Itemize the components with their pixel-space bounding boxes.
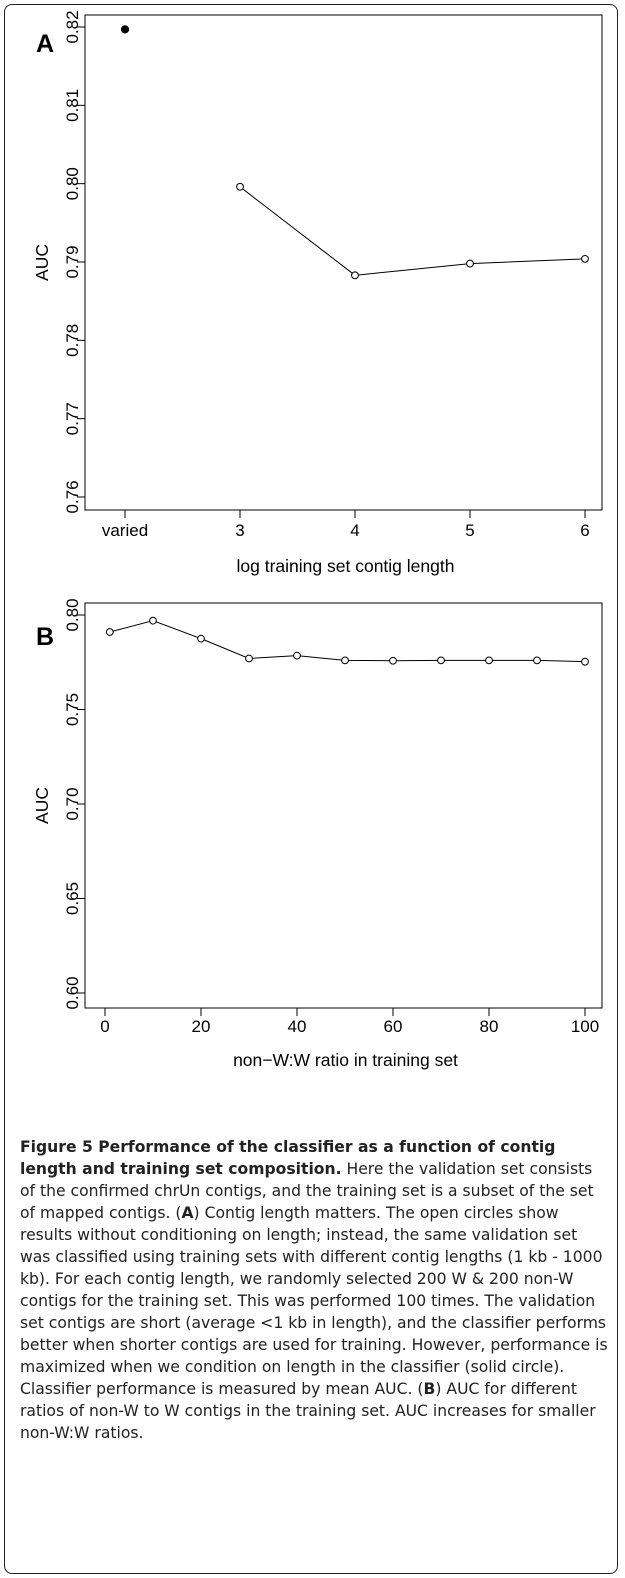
x-tick-label: 60 bbox=[384, 1017, 403, 1036]
data-point-open bbox=[197, 634, 205, 643]
caption-panel-ref: B bbox=[423, 1380, 436, 1398]
x-tick-label: 0 bbox=[100, 1017, 109, 1036]
data-point-open bbox=[293, 651, 301, 660]
data-point-solid bbox=[120, 25, 130, 34]
y-tick-label: 0.80 bbox=[63, 598, 82, 631]
x-tick-label: 4 bbox=[350, 521, 359, 540]
y-tick-label: 0.79 bbox=[63, 245, 82, 278]
data-point-open bbox=[341, 656, 349, 665]
y-tick-label: 0.81 bbox=[63, 89, 82, 122]
x-tick-label: 20 bbox=[192, 1017, 211, 1036]
x-tick-label: 80 bbox=[480, 1017, 499, 1036]
data-point-open bbox=[351, 271, 359, 280]
caption-text: ) Contig length matters. The open circle… bbox=[20, 1204, 608, 1398]
y-tick-label: 0.78 bbox=[63, 324, 82, 357]
y-axis-label: AUC bbox=[32, 244, 52, 281]
x-tick-label: 5 bbox=[465, 521, 474, 540]
plot-area-border bbox=[84, 602, 603, 1009]
data-point-open bbox=[466, 259, 474, 268]
y-tick-label: 0.65 bbox=[63, 882, 82, 915]
data-point-open bbox=[105, 628, 114, 636]
x-axis-label: log training set contig length bbox=[237, 556, 455, 576]
y-tick-label: 0.77 bbox=[63, 402, 82, 435]
data-point-open bbox=[581, 657, 589, 666]
series-line bbox=[239, 186, 586, 276]
data-point-open bbox=[245, 654, 253, 663]
panel-letter: A bbox=[36, 30, 54, 58]
x-axis-label: non−W:W ratio in training set bbox=[233, 1050, 458, 1070]
y-tick-label: 0.75 bbox=[63, 693, 82, 726]
x-tick-label: varied bbox=[102, 521, 148, 540]
series-line bbox=[109, 620, 586, 663]
data-point-open bbox=[149, 616, 157, 625]
panel-letter: B bbox=[36, 623, 54, 651]
y-tick-label: 0.80 bbox=[63, 167, 82, 200]
x-tick-label: 40 bbox=[288, 1017, 307, 1036]
figure-caption: Figure 5 Performance of the classifier a… bbox=[20, 1136, 610, 1444]
caption-title: Figure 5 Performance of the classifier a… bbox=[20, 1138, 556, 1178]
data-point-open bbox=[485, 656, 493, 665]
data-point-open bbox=[581, 254, 589, 263]
y-axis-label: AUC bbox=[32, 787, 52, 824]
data-point-open bbox=[437, 656, 445, 665]
x-tick-label: 100 bbox=[571, 1017, 599, 1036]
caption-panel-ref: A bbox=[181, 1204, 194, 1222]
x-tick-label: 6 bbox=[580, 521, 589, 540]
y-tick-label: 0.60 bbox=[63, 976, 82, 1009]
y-tick-label: 0.70 bbox=[63, 787, 82, 820]
data-point-open bbox=[236, 182, 244, 191]
figure-frame bbox=[4, 4, 618, 1574]
caption-text: ) AUC for different ratios of non-W to W… bbox=[20, 1380, 596, 1442]
y-tick-label: 0.82 bbox=[63, 10, 82, 43]
data-point-open bbox=[533, 656, 541, 665]
y-tick-label: 0.76 bbox=[63, 480, 82, 513]
data-point-open bbox=[389, 656, 397, 665]
caption-text: Here the validation set consists of the … bbox=[20, 1160, 594, 1222]
plot-area-border bbox=[84, 14, 603, 511]
chart-panel-b: B 0 20 40 60 80 100 0.60 0.65 0.70 0.75 0.80 non−W:W… bbox=[32, 598, 603, 1070]
caption-body: Here the validation set consists of the … bbox=[20, 1160, 608, 1442]
x-tick-label: 3 bbox=[235, 521, 244, 540]
